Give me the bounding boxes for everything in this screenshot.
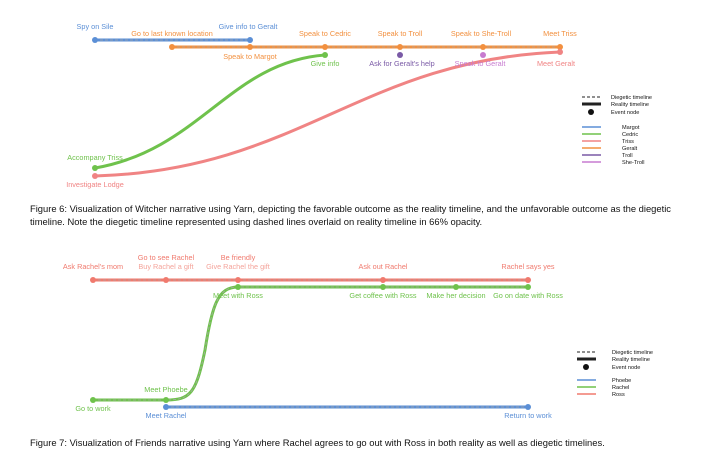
speak-to-she-troll-label: Speak to She-Troll [451, 29, 512, 38]
go-on-date-with-ross-label: Go on date with Ross [493, 291, 563, 300]
legend-triss-label: Triss [622, 139, 634, 145]
speak-to-troll-node [397, 44, 403, 50]
meet-rachel-node [163, 404, 169, 410]
meet-rachel-label: Meet Rachel [146, 411, 187, 420]
figure-7-diagram: Ask Rachel's mom Go to see Rachel Buy Ra… [63, 253, 563, 420]
go-to-last-known-location-node [169, 44, 175, 50]
legend-event-swatch [588, 109, 594, 115]
meet-with-ross-node [235, 284, 241, 290]
ask-out-rachel-node [380, 277, 386, 283]
legend-margot-label: Margot [622, 125, 640, 131]
figure-6-legend: Diegetic timeline Reality timeline Event… [582, 95, 652, 166]
make-her-decision-node [453, 284, 459, 290]
legend7-event-swatch [583, 364, 589, 370]
meet-triss-label: Meet Triss [543, 29, 577, 38]
return-to-work-node [525, 404, 531, 410]
legend7-diegetic-label: Diegetic timeline [612, 350, 653, 356]
investigate-lodge-node [92, 173, 98, 179]
accompany-triss-node [92, 165, 98, 171]
meet-phoebe-node [163, 397, 169, 403]
go-to-work-label: Go to work [75, 404, 111, 413]
give-info-node [322, 52, 328, 58]
return-to-work-label: Return to work [504, 411, 552, 420]
figure-6-diagram: Spy on Sile Go to last known location Gi… [66, 22, 577, 189]
legend7-ross-label: Ross [612, 392, 625, 398]
meet-geralt-node [557, 49, 563, 55]
make-her-decision-label: Make her decision [426, 291, 485, 300]
legend7-rachel-label: Rachel [612, 385, 629, 391]
legend-event-label: Event node [611, 110, 639, 116]
speak-to-geralt-node [480, 52, 486, 58]
speak-to-troll-label: Speak to Troll [378, 29, 423, 38]
legend-geralt-label: Geralt [622, 146, 638, 152]
give-info-to-geralt-label: Give info to Geralt [219, 22, 278, 31]
rachel-timeline [93, 285, 528, 402]
meet-triss-node [557, 44, 563, 50]
meet-geralt-label: Meet Geralt [537, 59, 575, 68]
legend-troll-label: Troll [622, 153, 633, 159]
legend7-event-label: Event node [612, 365, 640, 371]
legend-reality-label: Reality timeline [611, 102, 649, 108]
legend-cedric-label: Cedric [622, 132, 638, 138]
spy-on-sile-node [92, 37, 98, 43]
speak-to-cedric-label: Speak to Cedric [299, 29, 351, 38]
triss-timeline [94, 50, 561, 178]
ask-for-geralts-help-label: Ask for Geralt's help [369, 59, 434, 68]
cedric-timeline [94, 53, 326, 170]
legend7-phoebe-label: Phoebe [612, 378, 631, 384]
speak-to-geralt-label: Speak to Geralt [455, 59, 506, 68]
ask-for-geralts-help-node [397, 52, 403, 58]
go-to-see-rachel-node [163, 277, 169, 283]
get-coffee-with-ross-label: Get coffee with Ross [349, 291, 417, 300]
give-info-label: Give info [311, 59, 340, 68]
investigate-lodge-label: Investigate Lodge [66, 180, 124, 189]
figure-7-legend: Diegetic timeline Reality timeline Event… [577, 350, 653, 398]
go-to-see-rachel-label: Go to see Rachel [138, 253, 195, 262]
rachel-says-yes-node [525, 277, 531, 283]
ask-rachels-mom-label: Ask Rachel's mom [63, 262, 123, 271]
go-to-work-node [90, 397, 96, 403]
buy-rachel-a-gift-label: Buy Rachel a gift [138, 262, 193, 271]
speak-to-cedric-node [322, 44, 328, 50]
accompany-triss-label: Accompany Triss [67, 153, 123, 162]
ask-rachels-mom-node [90, 277, 96, 283]
speak-to-margot-label: Speak to Margot [223, 52, 277, 61]
be-friendly-node [235, 277, 241, 283]
meet-with-ross-label: Meet with Ross [213, 291, 263, 300]
get-coffee-with-ross-node [380, 284, 386, 290]
speak-to-she-troll-node [480, 44, 486, 50]
give-info-to-geralt-node [247, 37, 253, 43]
be-friendly-label: Be friendly [221, 253, 256, 262]
go-to-last-known-location-label: Go to last known location [131, 29, 213, 38]
ask-out-rachel-label: Ask out Rachel [358, 262, 407, 271]
legend-diegetic-label: Diegetic timeline [611, 95, 652, 101]
spy-on-sile-label: Spy on Sile [77, 22, 114, 31]
rachel-diegetic-timeline [93, 286, 528, 401]
rachel-says-yes-label: Rachel says yes [501, 262, 554, 271]
legend-she-troll-label: She-Troll [622, 160, 644, 166]
figure-7-caption: Figure 7: Visualization of Friends narra… [30, 437, 605, 448]
speak-to-margot-node [247, 44, 253, 50]
figure-6-caption: Figure 6: Visualization of Witcher narra… [30, 203, 671, 227]
legend7-reality-label: Reality timeline [612, 357, 650, 363]
go-on-date-with-ross-node [525, 284, 531, 290]
meet-phoebe-label: Meet Phoebe [144, 385, 187, 394]
give-rachel-the-gift-label: Give Rachel the gift [206, 262, 270, 271]
